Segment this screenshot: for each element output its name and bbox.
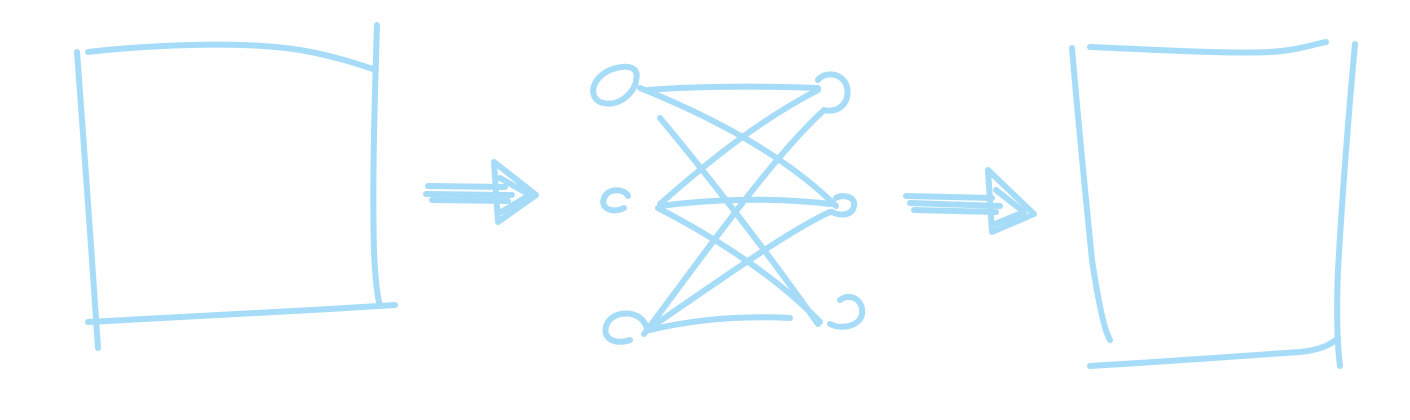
output-box-bottom [1087,335,1341,369]
input-box [74,22,398,351]
arrow1-shaft-a [425,183,508,190]
output-box [1069,39,1358,369]
arrow1-head [491,159,539,225]
neural-network [590,63,866,345]
network-right-node-middle [829,193,858,218]
input-box-left [74,49,101,351]
arrow2-shaft-a [903,193,995,201]
output-box-right [1334,41,1358,369]
arrow2-shaft-b [907,200,1003,209]
input-box-right [370,22,383,309]
input-box-top [85,41,379,73]
network-edge-top-top [645,83,821,93]
network-edge-bottom-bottom [647,314,793,333]
network-right-node-bottom [827,293,866,330]
network-left-node-top [590,63,640,107]
arrow-network-to-output [903,167,1037,235]
arrow2-head [985,167,1037,235]
arrow2-shaft-c [911,207,999,215]
network-left-node-middle [600,187,631,214]
network-edge-top-middle [637,85,839,209]
network-right-node-top [815,71,851,114]
input-box-bottom [85,302,398,325]
arrow-input-to-network [423,159,539,225]
network-edge-bottom-middle [647,209,833,331]
output-box-top [1087,39,1329,56]
network-left-node-bottom [602,310,649,345]
network-edge-middle-top [657,87,821,207]
network-edge-bottom-top [641,109,825,337]
output-box-left [1069,45,1113,343]
